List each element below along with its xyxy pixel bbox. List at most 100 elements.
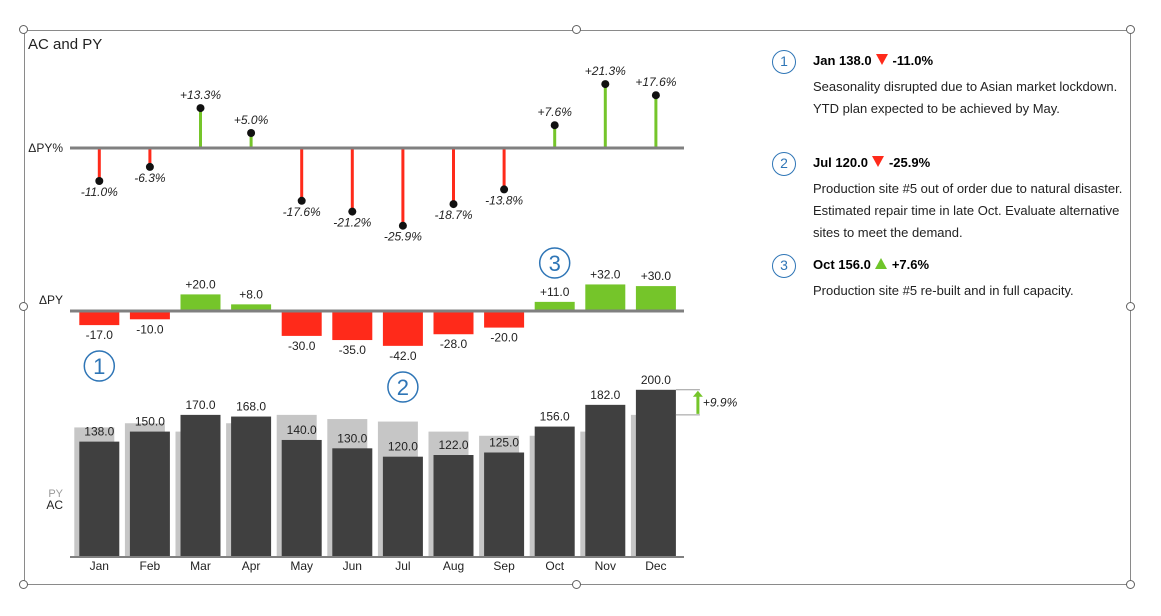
- x-tick-label-Dec: Dec: [645, 559, 666, 573]
- x-tick-label-Nov: Nov: [595, 559, 616, 573]
- delta-py-pct-pin-head-May: [297, 196, 306, 205]
- delta-py-pct-label-Aug: -18.7%: [434, 208, 472, 222]
- chart-marker-3: [538, 247, 571, 279]
- down-triangle-icon: [875, 54, 888, 65]
- ac-bar-Aug: [433, 455, 474, 557]
- x-tick-label-May: May: [290, 559, 313, 573]
- chart-marker-number-1: 1: [93, 354, 105, 379]
- delta-py-pct-label-Jul: -25.9%: [384, 230, 422, 244]
- ac-bar-Sep: [484, 452, 525, 557]
- annotation-heading: Oct 156.0 +7.6%: [813, 257, 929, 272]
- annotation-text: Seasonality disrupted due to Asian marke…: [813, 79, 1118, 116]
- delta-py-row-label: ΔPY: [39, 293, 63, 307]
- delta-py-pct-label-Jan: -11.0%: [81, 185, 118, 199]
- delta-py-pct-pin-head-Nov: [601, 80, 610, 89]
- delta-py-pct-pin-head-Jun: [348, 207, 357, 216]
- ac-value-label-Dec: 200.0: [641, 373, 671, 387]
- delta-py-bar-Jan: [79, 311, 120, 326]
- annotation-heading-value: Oct 156.0: [813, 257, 871, 272]
- ac-value-label-Apr: 168.0: [236, 400, 266, 414]
- annotation-heading: Jan 138.0 -11.0%: [813, 53, 933, 68]
- resize-handle-bottom-right[interactable]: [1126, 580, 1135, 589]
- ac-value-label-Nov: 182.0: [590, 388, 620, 402]
- delta-py-bar-Apr: [231, 304, 272, 311]
- delta-py-label-Feb: -10.0: [136, 322, 164, 336]
- annotation-marker-3: 3: [772, 254, 796, 278]
- x-tick-label-Aug: Aug: [443, 559, 464, 573]
- annotation-marker-2: 2: [772, 152, 796, 176]
- ac-value-label-Aug: 122.0: [438, 438, 468, 452]
- resize-handle-bottom-left[interactable]: [19, 580, 28, 589]
- x-tick-label-Jan: Jan: [90, 559, 109, 573]
- delta-py-label-Jul: -42.0: [389, 349, 417, 363]
- chart-canvas: ΔPY% -11.0% -6.3% +13.3% +5.0% -17.6% -21.2% -2…: [28, 64, 737, 573]
- ac-bar-Nov: [585, 404, 626, 557]
- annotation-heading: Jul 120.0 -25.9%: [813, 155, 930, 170]
- ac-bar-May: [281, 439, 322, 557]
- x-tick-label-Jun: Jun: [343, 559, 362, 573]
- resize-handle-middle-right[interactable]: [1126, 302, 1135, 311]
- ac-bar-Mar: [180, 414, 221, 557]
- up-triangle-icon: [874, 258, 887, 269]
- resize-handle-middle-left[interactable]: [19, 302, 28, 311]
- ac-value-label-Sep: 125.0: [489, 436, 519, 450]
- delta-py-label-Sep: -20.0: [490, 331, 518, 345]
- ac-bar-Jan: [79, 441, 120, 557]
- delta-py-bar-Jul: [382, 311, 423, 346]
- resize-handle-top-right[interactable]: [1126, 25, 1135, 34]
- x-tick-label-Oct: Oct: [545, 559, 564, 573]
- delta-py-bar-Oct: [534, 301, 575, 311]
- ac-row-label: AC: [46, 498, 63, 512]
- x-tick-label-Apr: Apr: [242, 559, 261, 573]
- delta-py-pct-label-Dec: +17.6%: [635, 75, 676, 89]
- ac-value-label-Oct: 156.0: [540, 410, 570, 424]
- delta-py-bar-Feb: [129, 311, 170, 320]
- delta-py-pct-label-Sep: -13.8%: [485, 193, 523, 207]
- delta-py-bar-Nov: [585, 284, 626, 311]
- chart-marker-number-2: 2: [397, 375, 409, 400]
- delta-py-pct-label-Apr: +5.0%: [234, 113, 269, 127]
- chart-marker-1: [83, 350, 116, 382]
- delta-py-label-Apr: +8.0: [239, 287, 263, 301]
- delta-py-pct-pin-head-Sep: [500, 185, 509, 194]
- delta-py-label-Mar: +20.0: [185, 277, 216, 291]
- ac-value-label-May: 140.0: [287, 423, 317, 437]
- delta-py-pct-label-Oct: +7.6%: [538, 105, 573, 119]
- delta-py-label-Nov: +32.0: [590, 267, 621, 281]
- delta-py-bar-Dec: [635, 286, 676, 311]
- delta-py-bar-Mar: [180, 294, 221, 311]
- resize-handle-top-left[interactable]: [19, 25, 28, 34]
- resize-handle-bottom-middle[interactable]: [572, 580, 581, 589]
- delta-py-label-May: -30.0: [288, 339, 316, 353]
- delta-py-pct-pin-head-Aug: [449, 200, 458, 209]
- delta-py-label-Oct: +11.0: [540, 285, 570, 299]
- chart-marker-number-3: 3: [549, 251, 561, 276]
- ac-bar-Jul: [382, 456, 423, 557]
- annotation-text: Production site #5 re-built and in full …: [813, 283, 1074, 298]
- x-tick-label-Jul: Jul: [395, 559, 410, 573]
- ac-bar-Apr: [231, 416, 272, 557]
- delta-py-pct-pin-head-Jan: [95, 177, 104, 185]
- delta-py-pct-pin-head-Jul: [398, 221, 407, 230]
- annotation-heading-value: Jul 120.0: [813, 155, 868, 170]
- delta-py-pct-pin-head-Feb: [145, 162, 154, 171]
- ac-value-label-Feb: 150.0: [135, 415, 165, 429]
- delta-py-pct-label-Feb: -6.3%: [134, 171, 166, 185]
- annotation-heading-delta: +7.6%: [891, 257, 930, 272]
- delta-py-pct-pin-head-Dec: [651, 91, 660, 100]
- delta-py-label-Aug: -28.0: [440, 337, 468, 351]
- delta-py-bar-May: [281, 311, 322, 336]
- delta-py-bar-Aug: [433, 311, 474, 335]
- ac-bar-Feb: [129, 431, 170, 557]
- annotation-text: Production site #5 out of order due to n…: [813, 181, 1123, 240]
- delta-py-pct-pin-head-Oct: [550, 121, 559, 130]
- resize-handle-top-middle[interactable]: [572, 25, 581, 34]
- chart-marker-2: [387, 371, 419, 403]
- ac-bar-Jun: [332, 448, 373, 557]
- delta-py-bar-Sep: [484, 311, 525, 328]
- delta-py-pct-pin-head-Apr: [247, 129, 256, 137]
- ac-value-label-Jul: 120.0: [388, 440, 418, 454]
- delta-py-bar-Jun: [332, 311, 373, 341]
- ac-value-label-Jan: 138.0: [84, 425, 114, 439]
- delta-py-pct-row-label: ΔPY%: [28, 141, 63, 155]
